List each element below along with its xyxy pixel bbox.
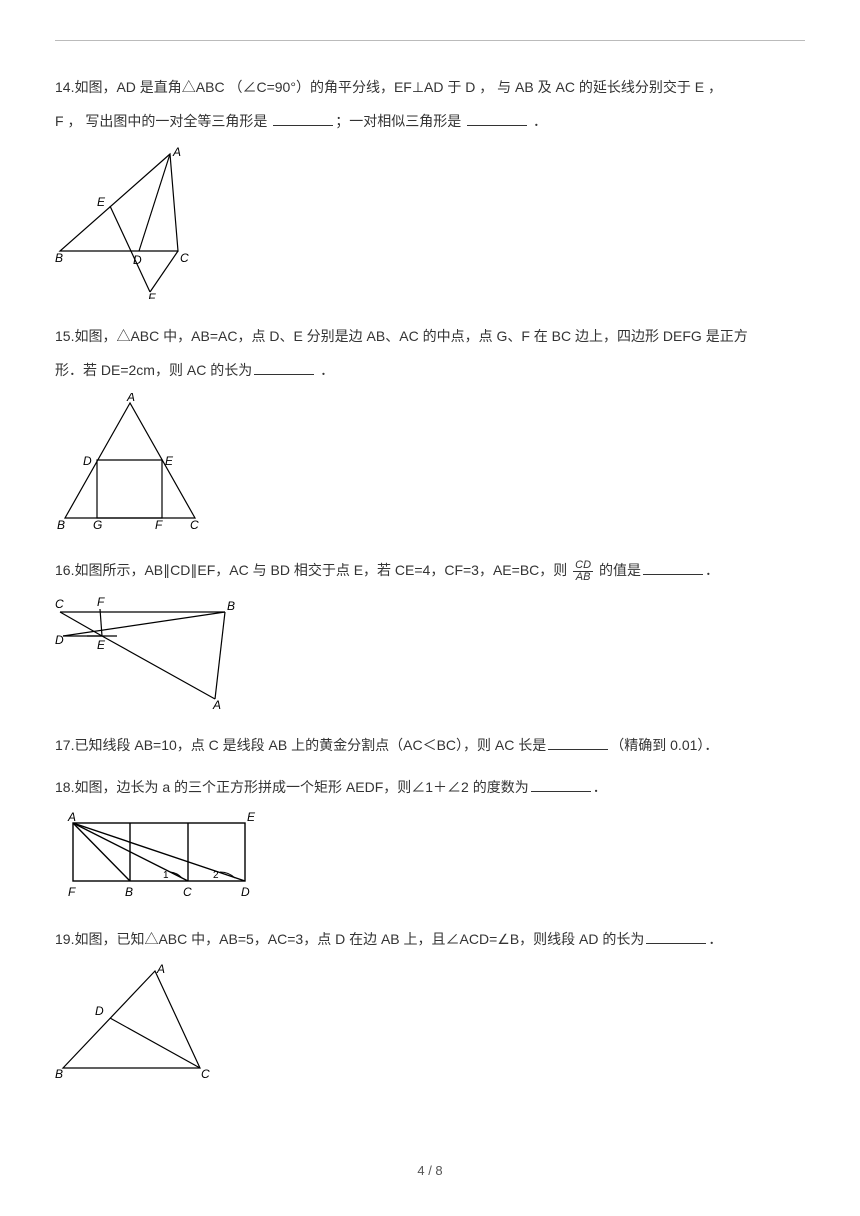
svg-text:D: D — [133, 253, 142, 267]
svg-text:B: B — [55, 1067, 63, 1081]
q14-line1: 14.如图，AD 是直角△ABC （∠C=90°）的角平分线，EF⊥AD 于 D… — [55, 71, 805, 105]
q16-text-a: 如图所示，AB∥CD∥EF，AC 与 BD 相交于点 E，若 CE=4，CF=3… — [74, 562, 571, 578]
svg-text:A: A — [212, 698, 221, 709]
question-15: 15.如图，△ABC 中，AB=AC，点 D、E 分别是边 AB、AC 的中点，… — [55, 320, 805, 544]
q19-num: 19. — [55, 931, 74, 947]
q15-line2: 形．若 DE=2cm，则 AC 的长为 ． — [55, 354, 805, 388]
question-17: 17.已知线段 AB=10，点 C 是线段 AB 上的黄金分割点（AC＜BC），… — [55, 729, 805, 763]
q15-num: 15. — [55, 328, 74, 344]
svg-text:C: C — [183, 885, 192, 899]
svg-text:B: B — [125, 885, 133, 899]
q16-num: 16. — [55, 562, 74, 578]
q15-svg: A B C D E F G — [55, 393, 205, 533]
svg-text:C: C — [201, 1067, 210, 1081]
q14-text-c: ；一对相似三角形是 — [335, 113, 465, 129]
page-total: 8 — [435, 1163, 442, 1178]
svg-text:B: B — [55, 251, 63, 265]
q16-blank — [643, 561, 703, 575]
svg-text:B: B — [227, 599, 235, 613]
q19-text-a: 如图，已知△ABC 中，AB=5，AC=3，点 D 在边 AB 上，且∠ACD=… — [74, 931, 644, 947]
svg-text:D: D — [55, 633, 64, 647]
q14-svg: A B C D E F — [55, 144, 205, 299]
q17-line1: 17.已知线段 AB=10，点 C 是线段 AB 上的黄金分割点（AC＜BC），… — [55, 729, 805, 763]
svg-text:F: F — [97, 595, 105, 609]
q15-text-a: 如图，△ABC 中，AB=AC，点 D、E 分别是边 AB、AC 的中点，点 G… — [74, 328, 747, 344]
svg-text:A: A — [67, 811, 76, 824]
svg-text:F: F — [68, 885, 76, 899]
q17-num: 17. — [55, 737, 74, 753]
q16-fraction: CDAB — [573, 560, 593, 583]
svg-text:A: A — [126, 393, 135, 404]
svg-text:E: E — [97, 195, 106, 209]
q14-text-a: 如图，AD 是直角△ABC （∠C=90°）的角平分线，EF⊥AD 于 D ， … — [74, 79, 721, 95]
svg-text:B: B — [57, 518, 65, 532]
q15-blank — [254, 361, 314, 375]
q17-text-b: （精确到 0.01）． — [610, 737, 718, 753]
svg-text:E: E — [247, 811, 256, 824]
svg-text:2: 2 — [213, 870, 219, 881]
svg-text:E: E — [97, 638, 106, 652]
q15-line1: 15.如图，△ABC 中，AB=AC，点 D、E 分别是边 AB、AC 的中点，… — [55, 320, 805, 354]
svg-text:D: D — [95, 1004, 104, 1018]
svg-text:F: F — [155, 518, 163, 532]
q19-svg: A B C D — [55, 963, 215, 1083]
svg-text:C: C — [190, 518, 199, 532]
question-16: 16.如图所示，AB∥CD∥EF，AC 与 BD 相交于点 E，若 CE=4，C… — [55, 554, 805, 719]
q15-text-b: 形．若 DE=2cm，则 AC 的长为 — [55, 362, 252, 378]
page-sep: / — [425, 1163, 436, 1178]
q14-blank2 — [467, 112, 527, 126]
q18-num: 18. — [55, 779, 74, 795]
q18-figure: A E F B C D 1 2 — [55, 811, 805, 914]
q16-line1: 16.如图所示，AB∥CD∥EF，AC 与 BD 相交于点 E，若 CE=4，C… — [55, 554, 805, 588]
q15-text-c: ． — [316, 362, 334, 378]
question-14: 14.如图，AD 是直角△ABC （∠C=90°）的角平分线，EF⊥AD 于 D… — [55, 71, 805, 310]
svg-text:A: A — [172, 145, 181, 159]
q18-text-a: 如图，边长为 a 的三个正方形拼成一个矩形 AEDF，则∠1＋∠2 的度数为 — [74, 779, 528, 795]
q14-text-d: ． — [529, 113, 547, 129]
top-rule — [55, 40, 805, 41]
q18-blank — [531, 778, 591, 792]
q14-line2: F ， 写出图中的一对全等三角形是 ；一对相似三角形是 ． — [55, 105, 805, 139]
page-number: 4 / 8 — [0, 1157, 860, 1186]
svg-text:F: F — [148, 291, 156, 299]
svg-text:D: D — [83, 454, 92, 468]
q19-text-b: ． — [708, 931, 722, 947]
svg-text:G: G — [93, 518, 102, 532]
q14-figure: A B C D E F — [55, 144, 805, 310]
q18-line1: 18.如图，边长为 a 的三个正方形拼成一个矩形 AEDF，则∠1＋∠2 的度数… — [55, 771, 805, 805]
q16-text-c: ． — [705, 562, 719, 578]
q16-frac-den: AB — [573, 572, 593, 583]
svg-text:C: C — [180, 251, 189, 265]
svg-text:1: 1 — [163, 870, 169, 881]
question-18: 18.如图，边长为 a 的三个正方形拼成一个矩形 AEDF，则∠1＋∠2 的度数… — [55, 771, 805, 913]
question-19: 19.如图，已知△ABC 中，AB=5，AC=3，点 D 在边 AB 上，且∠A… — [55, 923, 805, 1093]
q16-figure: C B F D E A — [55, 594, 805, 720]
q16-svg: C B F D E A — [55, 594, 255, 709]
q18-text-b: ． — [593, 779, 607, 795]
q19-blank — [646, 930, 706, 944]
q14-blank1 — [273, 112, 333, 126]
q16-frac-num: CD — [573, 560, 593, 572]
svg-text:D: D — [241, 885, 250, 899]
q17-blank — [548, 736, 608, 750]
q17-text-a: 已知线段 AB=10，点 C 是线段 AB 上的黄金分割点（AC＜BC），则 A… — [74, 737, 546, 753]
svg-text:A: A — [156, 963, 165, 976]
svg-text:C: C — [55, 597, 64, 611]
q15-figure: A B C D E F G — [55, 393, 805, 544]
q14-num: 14. — [55, 79, 74, 95]
svg-text:E: E — [165, 454, 174, 468]
q19-figure: A B C D — [55, 963, 805, 1094]
q18-svg: A E F B C D 1 2 — [55, 811, 265, 903]
page-current: 4 — [417, 1163, 424, 1178]
q19-line1: 19.如图，已知△ABC 中，AB=5，AC=3，点 D 在边 AB 上，且∠A… — [55, 923, 805, 957]
q16-text-b: 的值是 — [595, 562, 641, 578]
q14-text-b: F ， 写出图中的一对全等三角形是 — [55, 113, 271, 129]
